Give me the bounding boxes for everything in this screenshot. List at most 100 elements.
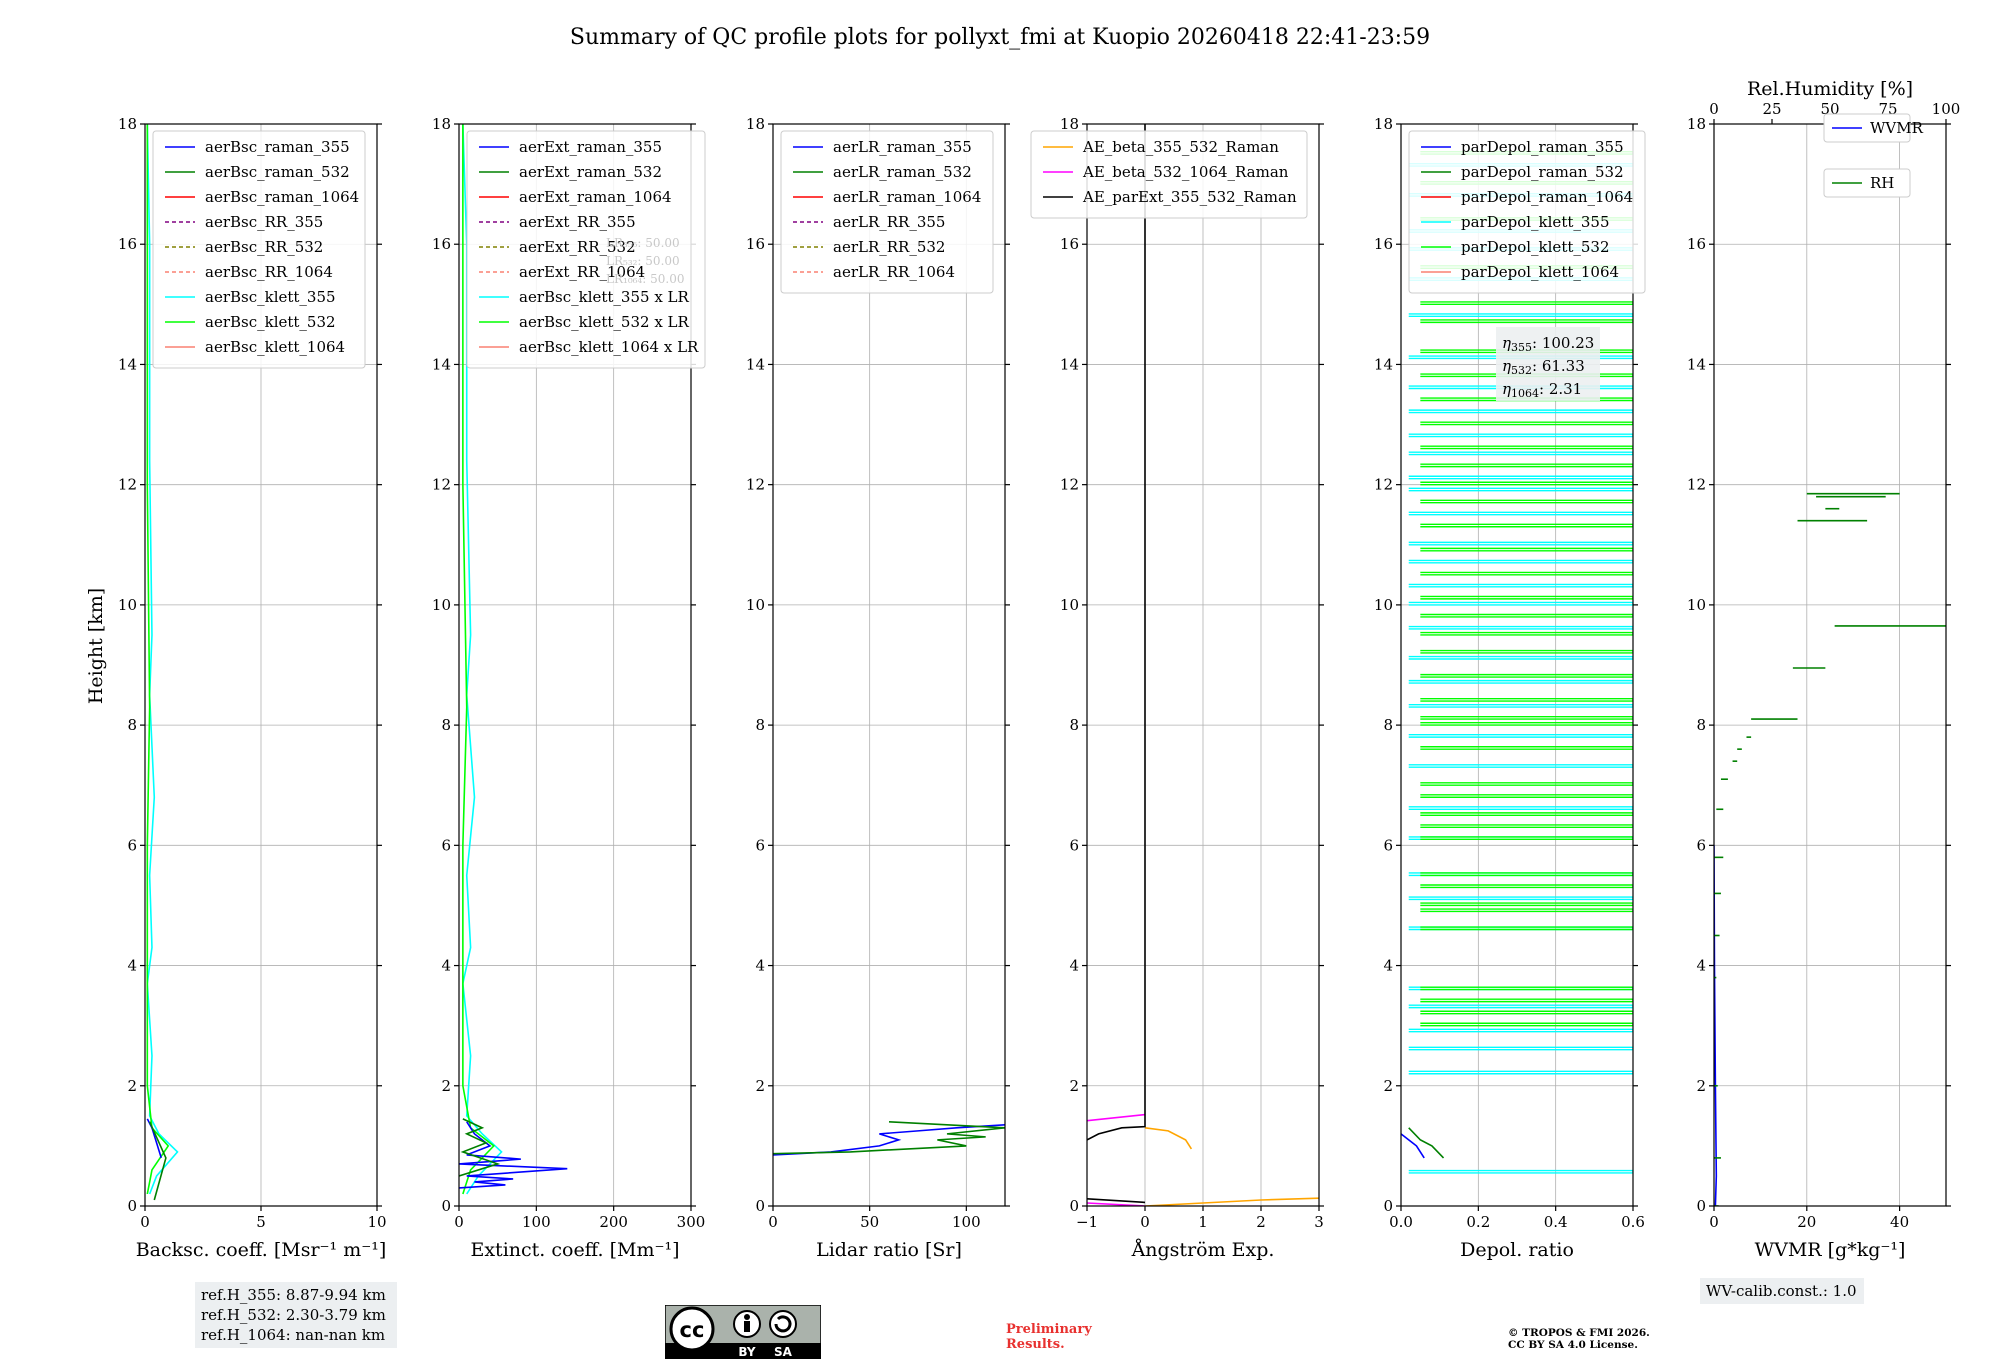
y-tick-label: 6 [755, 836, 765, 854]
y-tick-label: 16 [1374, 235, 1393, 253]
y-tick-label: 18 [1060, 115, 1079, 133]
axes-frame [1400, 123, 1634, 1207]
series-group [146, 124, 179, 1201]
x-axis-label-wv: WVMR [g*kg⁻¹] [1755, 1239, 1906, 1261]
lr-note: LR₃₅₅: 50.00 [606, 236, 680, 250]
ref-h-355: ref.H_355: 8.87-9.94 km [201, 1286, 386, 1304]
y-tick-label: 8 [127, 716, 137, 734]
y-tick-label: 18 [1687, 115, 1706, 133]
legend-label: AE_beta_355_532_Raman [1082, 138, 1279, 156]
y-tick-label: 12 [1374, 476, 1393, 494]
ref-height-box-bg [195, 1282, 397, 1348]
x-tick-label: 0 [454, 1213, 464, 1231]
wv-calib-box: WV-calib.const.: 1.0 [1700, 1278, 1864, 1304]
y-tick-label: 8 [441, 716, 451, 734]
y-tick-label: 16 [432, 235, 451, 253]
lr-annotation: LR₃₅₅: 50.00 LR₅₃₂: 50.00 LR₁₀₆₄: 50.00 [606, 236, 684, 286]
legend-label: aerExt_raman_355 [519, 138, 662, 156]
y-tick-label: 14 [118, 355, 137, 373]
x-tick-label: 0.4 [1544, 1213, 1568, 1231]
legend-label: aerBsc_RR_1064 [205, 263, 333, 281]
cc-license-badge-icon: cc BY SA [665, 1305, 821, 1359]
series-AE_parExt_355_532_Raman [1087, 124, 1146, 1141]
y-tick-label: 14 [1060, 355, 1079, 373]
legend-label: parDepol_raman_355 [1461, 138, 1624, 156]
copyright-line-1: © TROPOS & FMI 2026. [1508, 1327, 1650, 1339]
legend-label: aerExt_RR_532 [519, 238, 636, 256]
y-tick-label: 2 [441, 1077, 451, 1095]
y-axis-label: Height [km] [85, 588, 107, 704]
y-tick-label: 2 [755, 1077, 765, 1095]
x-tick-label: 1 [1198, 1213, 1208, 1231]
series-parDepol_raman_532 [1408, 1127, 1445, 1159]
x-tick-label: 50 [860, 1213, 879, 1231]
x-tick-label: 200 [599, 1213, 628, 1231]
legend-box [1030, 130, 1308, 219]
series-aerLR_raman_355 [773, 1124, 1005, 1156]
y-tick-label: 10 [1060, 596, 1079, 614]
y-tick-label: 6 [1696, 836, 1706, 854]
copyright-line-2: CC BY SA 4.0 License. [1508, 1339, 1638, 1351]
x-tick-label: 0 [768, 1213, 778, 1231]
y-tick-label: 8 [1069, 716, 1079, 734]
y-tick-label: 18 [746, 115, 765, 133]
top-x-axis-label: Rel.Humidity [%] [1747, 78, 1913, 100]
y-tick-label: 16 [118, 235, 137, 253]
y-tick-label: 16 [746, 235, 765, 253]
y-tick-label: 4 [441, 957, 451, 975]
panel-ext: 0 2 4 6 8 10 12 14 16 18 0 100 200 300 Extinct. coeff.… [432, 115, 706, 1261]
by-person-head-icon [744, 1314, 750, 1320]
x-axis-label-bsc: Backsc. coeff. [Msr⁻¹ m⁻¹] [136, 1239, 387, 1261]
y-tick-label: 4 [1383, 957, 1393, 975]
wv-calib-text: WV-calib.const.: 1.0 [1706, 1282, 1857, 1300]
x-tick-label: 100 [522, 1213, 551, 1231]
y-tick-label: 12 [746, 476, 765, 494]
by-person-body-icon [744, 1321, 750, 1332]
series-AE_beta_532_1064_Raman [1087, 1113, 1146, 1122]
y-tick-label: 10 [1374, 596, 1393, 614]
x-tick-label: 5 [256, 1213, 266, 1231]
legend-box [1823, 113, 1911, 143]
legend-label: parDepol_klett_532 [1461, 238, 1610, 256]
panel-lr: 0 2 4 6 8 10 12 14 16 18 0 50 100 Lidar ratio [Sr] aer… [746, 115, 1010, 1261]
series-aerBsc_raman_532 [148, 1121, 167, 1201]
series-group [1714, 492, 1946, 1206]
x-tick-label: 2 [1256, 1213, 1266, 1231]
legend-label: aerExt_raman_1064 [519, 188, 672, 206]
y-tick-label: 12 [1687, 476, 1706, 494]
x-tick-label: 0 [1140, 1213, 1150, 1231]
x-tick-label: 20 [1797, 1213, 1816, 1231]
series-aerLR_raman_532 [773, 1121, 1005, 1155]
legend-label: aerLR_RR_532 [833, 238, 945, 256]
legend-label: aerBsc_RR_355 [205, 213, 323, 231]
eta-box-bg [1496, 327, 1600, 401]
x-tick-label: 0.6 [1621, 1213, 1645, 1231]
eta-1064: η1064: 2.31 [1502, 380, 1582, 400]
by-label: BY [738, 1345, 755, 1359]
y-tick-label: 14 [1687, 355, 1706, 373]
ref-h-532: ref.H_532: 2.30-3.79 km [201, 1306, 386, 1324]
y-tick-label: 10 [432, 596, 451, 614]
y-tick-label: 6 [1383, 836, 1393, 854]
y-tick-label: 6 [127, 836, 137, 854]
y-tick-label: 18 [118, 115, 137, 133]
preliminary-results-note: Preliminary Results. [1006, 1322, 1092, 1352]
legend-label: aerBsc_raman_532 [205, 163, 350, 181]
y-tick-label: 10 [118, 596, 137, 614]
series-group [1401, 150, 1633, 1174]
series-aerBsc_klett_355 [146, 124, 179, 1195]
x-axis-label-depol: Depol. ratio [1460, 1239, 1574, 1261]
y-tick-label: 4 [127, 957, 137, 975]
lr-note: LR₅₃₂: 50.00 [606, 254, 680, 268]
y-tick-label: 16 [1687, 235, 1706, 253]
x-tick-label: 0 [140, 1213, 150, 1231]
legend-label: AE_beta_532_1064_Raman [1082, 163, 1289, 181]
y-tick-label: 0 [441, 1197, 451, 1215]
y-tick-label: 0 [1069, 1197, 1079, 1215]
y-tick-label: 4 [1069, 957, 1079, 975]
x-tick-label: 40 [1890, 1213, 1909, 1231]
legend-label: aerBsc_klett_355 [205, 288, 336, 306]
y-tick-label: 2 [1069, 1077, 1079, 1095]
y-tick-label: 14 [432, 355, 451, 373]
x-tick-label: 300 [677, 1213, 706, 1231]
